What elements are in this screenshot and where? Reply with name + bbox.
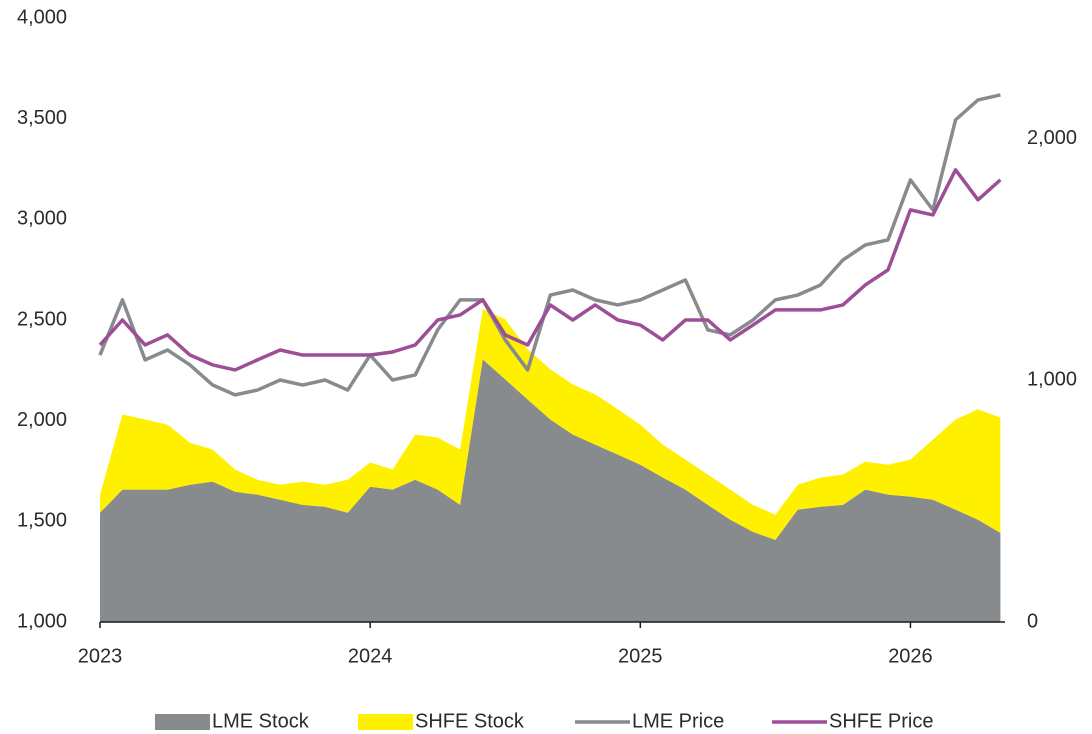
stock-area: [100, 359, 1001, 622]
legend-label: LME Price: [632, 710, 724, 732]
x-tick-label: 2024: [348, 645, 393, 667]
y-tick-label: 2,000: [17, 409, 67, 431]
legend-label: SHFE Stock: [415, 710, 525, 732]
x-tick-label: 2025: [618, 645, 663, 667]
y-tick-label: 1,000: [17, 610, 67, 632]
price-line: [98, 168, 1002, 372]
legend-label: SHFE Price: [829, 710, 933, 732]
legend-swatch: [358, 714, 413, 730]
y2-tick-label: 1,000: [1027, 369, 1077, 391]
legend-label: LME Stock: [212, 710, 310, 732]
x-tick-label: 2026: [888, 645, 933, 667]
y-tick-label: 3,500: [17, 107, 67, 129]
y2-tick-label: 0: [1027, 610, 1038, 632]
legend-swatch: [155, 714, 210, 730]
y-tick-label: 1,500: [17, 510, 67, 532]
y-tick-label: 3,000: [17, 208, 67, 230]
x-tick-label: 2023: [78, 645, 123, 667]
y2-tick-label: 2,000: [1027, 127, 1077, 149]
y-tick-label: 4,000: [17, 6, 67, 28]
price-line: [98, 93, 1001, 397]
y-tick-label: 2,500: [17, 308, 67, 330]
